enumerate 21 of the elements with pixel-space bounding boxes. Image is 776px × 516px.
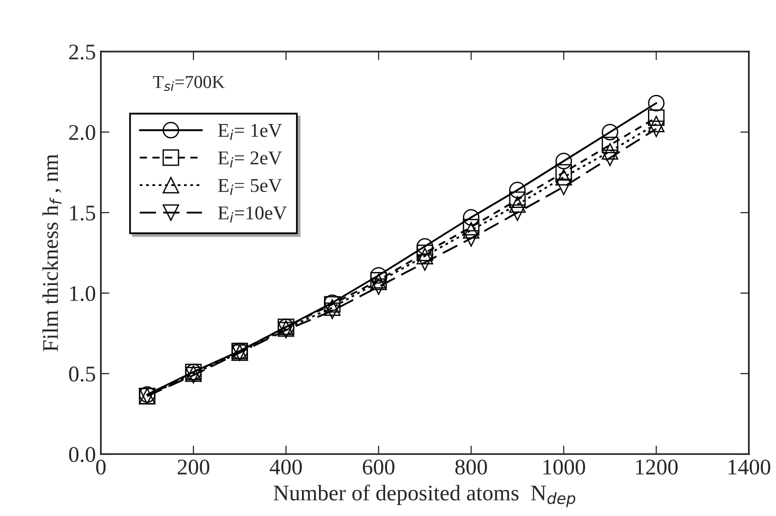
y-tick-label: 0.5 <box>69 366 96 382</box>
x-tick-label: 1400 <box>728 460 770 475</box>
y-tick-label: 1.5 <box>70 206 96 221</box>
x-tick-label: 600 <box>362 460 394 475</box>
x-tick-label: 200 <box>178 460 210 475</box>
y-tick-label: 0.0 <box>69 447 96 462</box>
annotation: T$_{si}$=700K <box>153 76 225 92</box>
legend-label: E$_{i}$= 2eV <box>218 151 282 168</box>
y-tick-label: 2.5 <box>69 44 96 60</box>
x-tick-label: 400 <box>270 460 302 475</box>
legend-label: E$_{i}$=10eV <box>218 206 287 222</box>
y-axis-title: Film thickness h$_{f}$ , nm <box>42 154 62 352</box>
y-tick-label: 1.0 <box>70 286 96 302</box>
x-axis-title: Number of deposited atoms N$_{dep}$ <box>274 484 576 508</box>
x-tick-label: 1000 <box>543 460 586 475</box>
y-tick-label: 2.0 <box>69 125 96 140</box>
legend-label: E$_{i}$= 5eV <box>218 179 282 196</box>
x-tick-label: 1200 <box>636 460 678 475</box>
x-tick-label: 0 <box>96 460 106 475</box>
x-tick-label: 800 <box>455 460 487 475</box>
legend-label: E$_{i}$= 1eV <box>218 124 282 140</box>
